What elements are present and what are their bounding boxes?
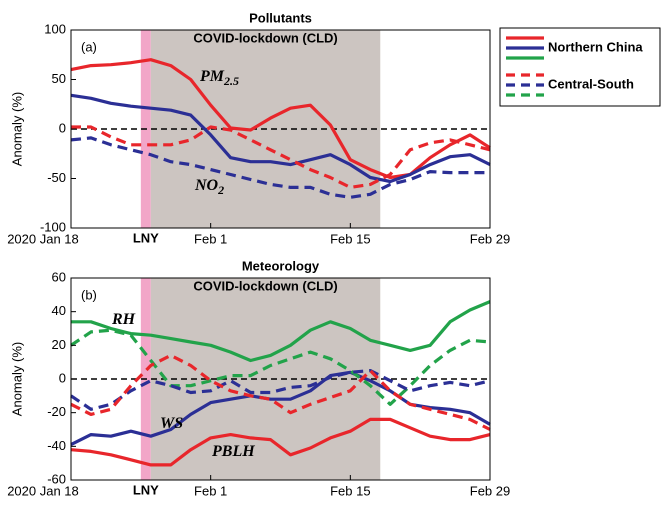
x-tick-label: Feb 15: [330, 231, 370, 246]
y-tick-label: 40: [52, 303, 66, 318]
annotation-text: RH: [111, 311, 136, 328]
series-line: [70, 93, 491, 184]
panel-label: (b): [81, 287, 97, 302]
x-tick-label: Feb 15: [330, 483, 370, 498]
panel-label: (a): [81, 39, 97, 54]
x-tick-label: Feb 29: [470, 231, 510, 246]
y-tick-label: -100: [40, 219, 66, 234]
span-label: LNY: [133, 482, 159, 497]
y-axis-label: Anomaly (%): [9, 92, 24, 166]
y-tick-label: 50: [52, 71, 66, 86]
chart-title: Meteorology: [242, 258, 320, 273]
y-axis-label: Anomaly (%): [9, 342, 24, 416]
y-tick-label: 0: [59, 120, 66, 135]
series-line: [70, 58, 491, 180]
y-tick-label: -40: [47, 438, 66, 453]
span-label: LNY: [133, 230, 159, 245]
annotation-subscript: 2: [217, 183, 224, 197]
annotation: WS: [160, 415, 183, 432]
series-line: [71, 300, 491, 363]
y-tick-label: 20: [52, 337, 66, 352]
span-label: COVID-lockdown (CLD): [193, 30, 337, 45]
y-tick-label: 100: [44, 21, 66, 36]
x-tick-label: Feb 1: [194, 483, 227, 498]
x-tick-label: Feb 29: [470, 483, 510, 498]
y-tick-label: -60: [47, 471, 66, 486]
series-line: [70, 417, 491, 467]
legend-label: Central-South: [548, 76, 634, 91]
series-line: [70, 328, 491, 406]
x-tick-label: Feb 1: [194, 231, 227, 246]
annotation-text: NO: [194, 177, 219, 194]
y-tick-label: -50: [47, 170, 66, 185]
annotation-subscript: 2.5: [223, 74, 239, 88]
series-line: [70, 370, 491, 447]
annotation: RH: [111, 311, 136, 328]
series-line: [70, 136, 490, 199]
legend-box: [499, 27, 661, 107]
y-tick-label: 0: [59, 370, 66, 385]
annotation-text: PBLH: [211, 443, 255, 460]
annotation: PM2.5: [199, 68, 239, 88]
span-label: COVID-lockdown (CLD): [193, 278, 337, 293]
x-tick-label: 2020 Jan 18: [7, 483, 79, 498]
series-line: [70, 369, 491, 411]
annotation-text: PM: [199, 68, 225, 85]
annotation: NO2: [194, 177, 224, 197]
series-line: [71, 125, 491, 189]
annotation-text: WS: [160, 415, 183, 432]
y-tick-label: 60: [52, 269, 66, 284]
legend-label: Northern China: [548, 39, 643, 54]
y-tick-label: -20: [47, 404, 66, 419]
chart-title: Pollutants: [249, 10, 312, 25]
series-line: [70, 353, 491, 431]
x-tick-label: 2020 Jan 18: [7, 231, 79, 246]
annotation: PBLH: [211, 443, 255, 460]
